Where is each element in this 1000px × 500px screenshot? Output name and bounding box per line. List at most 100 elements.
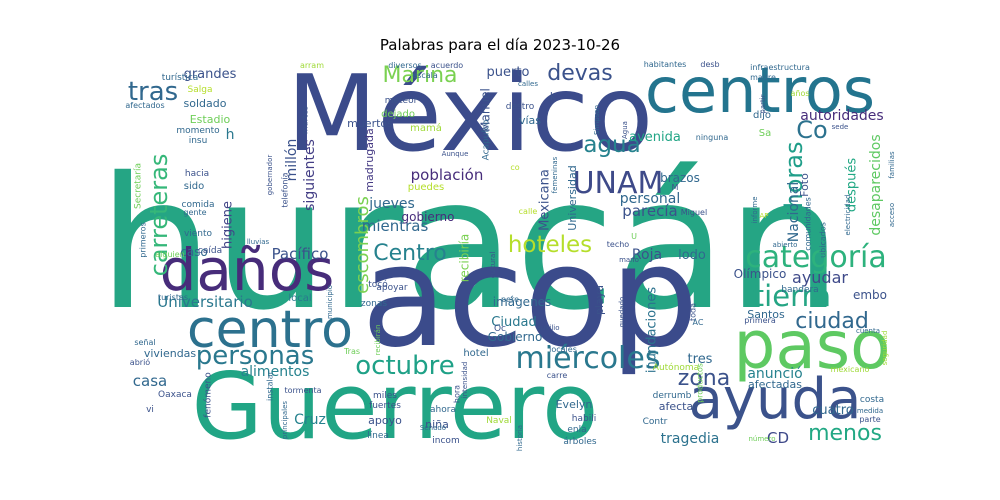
word-cloud-word: lluvias — [247, 238, 270, 246]
word-cloud-word: puedes — [408, 182, 445, 193]
word-cloud-word: dejado — [381, 109, 415, 120]
word-cloud-word: Foto — [798, 173, 811, 197]
word-cloud-word: CD — [767, 429, 789, 447]
word-cloud-word: Agua — [621, 121, 629, 139]
word-cloud-word: tragedia — [661, 431, 720, 447]
word-cloud-word: parte — [859, 415, 880, 424]
word-cloud-word: ninguna — [696, 133, 729, 142]
word-cloud-word: casa — [133, 372, 167, 390]
word-cloud-word: tres — [688, 352, 713, 367]
word-cloud-word: recibiría — [458, 234, 472, 283]
word-cloud-word: siguientes — [302, 139, 318, 211]
word-cloud-word: abierto — [773, 241, 798, 249]
word-cloud-word: daños — [160, 236, 335, 304]
word-cloud-word: AC — [693, 318, 704, 327]
word-cloud-word: Miguel — [681, 208, 707, 217]
word-cloud-word: intensidad — [461, 362, 469, 399]
word-cloud-word: viento — [184, 229, 213, 239]
word-cloud-word: techo — [607, 240, 630, 249]
word-cloud-word: devas — [547, 61, 612, 86]
word-cloud-word: después — [845, 158, 860, 213]
word-cloud-word: paso — [733, 307, 890, 384]
word-cloud-word: personas — [196, 341, 315, 371]
word-cloud-word: categoría — [745, 240, 887, 275]
word-cloud-word: gobierno — [402, 210, 455, 224]
word-cloud-word: local — [288, 293, 311, 304]
word-cloud-word: hotel — [463, 348, 488, 359]
word-cloud-word: turística — [162, 73, 199, 83]
word-cloud-word: historia — [516, 425, 524, 451]
word-cloud-word: Salga — [188, 85, 213, 95]
word-cloud-word: diversos — [388, 61, 421, 70]
word-cloud-word: principales — [281, 401, 289, 439]
word-cloud-word: medida — [857, 407, 883, 415]
word-cloud-word: años — [790, 89, 809, 98]
word-cloud-word: pere — [501, 295, 519, 304]
word-cloud-word: Roja — [632, 247, 662, 263]
word-cloud-word: Universidad — [566, 165, 579, 230]
word-cloud-word: U — [631, 232, 637, 241]
word-cloud-word: insu — [189, 136, 208, 146]
word-cloud-word: Secretaría — [134, 163, 144, 209]
word-cloud-word: tras — [128, 77, 178, 107]
word-cloud-word: sido — [184, 181, 204, 192]
word-cloud-word: acuerdo — [431, 61, 464, 70]
word-cloud-word: Centro — [373, 241, 447, 266]
word-cloud-word: habitantes — [644, 60, 687, 69]
word-cloud-word: caso — [180, 245, 208, 259]
word-cloud-word: Naval — [486, 416, 512, 426]
word-cloud-word: calle — [519, 207, 538, 216]
word-cloud-word: madrugada — [363, 128, 376, 191]
word-cloud-word: embo — [853, 288, 887, 302]
word-cloud-word: horas — [780, 142, 808, 209]
word-cloud-word: Oc — [494, 324, 506, 334]
word-cloud-word: gobernador — [266, 155, 274, 196]
word-cloud-word: infraestructura — [750, 63, 810, 72]
word-cloud-word: niña — [425, 418, 449, 431]
word-cloud-word: apoyar — [376, 283, 408, 293]
word-cloud-word: Olímpico — [734, 267, 787, 281]
word-cloud-word: línea — [367, 431, 389, 441]
word-cloud-word: partir — [759, 94, 767, 113]
word-cloud-word: hoteles — [508, 232, 592, 258]
word-cloud-word: derrumb — [653, 391, 692, 401]
word-cloud-word: Simpson — [593, 105, 601, 135]
word-cloud-word: co — [510, 163, 519, 172]
word-cloud-word: personal — [620, 191, 680, 207]
word-cloud-word: UNAM — [573, 166, 664, 201]
word-cloud-word: ayudar — [792, 268, 848, 287]
word-cloud-word: dijo — [753, 110, 771, 121]
word-cloud-word: Marina — [382, 63, 457, 88]
word-cloud-word: comida — [182, 200, 215, 210]
word-cloud-word: señal — [134, 338, 155, 347]
word-cloud-word: madre — [750, 73, 776, 82]
word-cloud-word: México — [287, 53, 654, 175]
word-cloud-word: toda — [689, 303, 698, 321]
word-cloud-word: avenida — [629, 130, 681, 145]
word-cloud-word: Aunque — [442, 150, 469, 158]
word-cloud-word: k — [550, 90, 557, 103]
word-cloud-word: octubre — [355, 351, 455, 381]
word-cloud-word: quedado — [618, 297, 626, 328]
word-cloud-word: árboles — [563, 437, 596, 447]
word-cloud-word: hora — [453, 385, 462, 403]
word-cloud-word: Co — [796, 116, 827, 144]
word-cloud-word: Ciudad — [491, 315, 536, 330]
word-cloud-word: grandes — [184, 67, 237, 82]
word-cloud-word: puerto — [487, 65, 530, 80]
word-cloud-word: escala — [412, 71, 438, 80]
word-cloud-word: telefonía — [281, 172, 290, 207]
word-cloud-word: martes — [301, 106, 310, 134]
word-cloud-word: vi — [146, 405, 154, 415]
word-cloud-word: informe — [751, 196, 759, 223]
word-cloud-word: playa — [593, 285, 606, 315]
word-cloud-word: Acapulco — [482, 119, 492, 160]
word-cloud-word: cuatro — [812, 403, 854, 418]
word-cloud-word: costa — [860, 395, 884, 405]
word-cloud-word: Universitario — [157, 293, 253, 311]
word-cloud-word: lodo — [678, 248, 706, 263]
word-cloud-word: Manuel — [479, 88, 493, 132]
word-cloud-word: menos — [808, 421, 882, 446]
word-cloud-word: Estadio — [190, 113, 231, 126]
word-cloud-word: cuenta — [856, 327, 880, 335]
